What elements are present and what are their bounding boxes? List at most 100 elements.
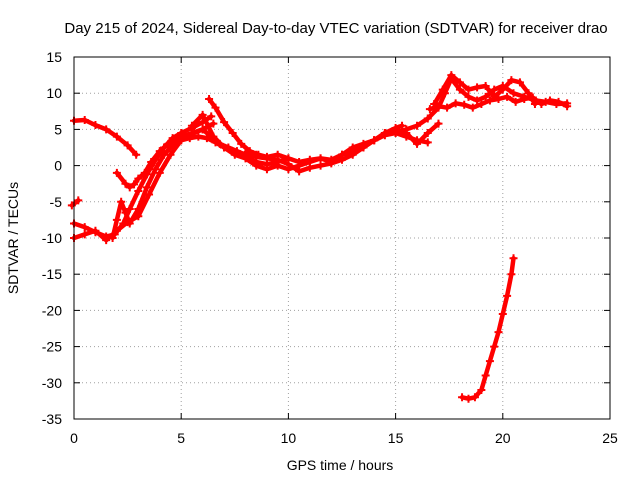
y-tick-label: -30	[42, 375, 62, 391]
data-point	[130, 180, 139, 189]
data-point	[563, 102, 572, 111]
data-point	[434, 102, 443, 111]
data-point	[155, 168, 164, 177]
x-tick-label: 5	[177, 430, 185, 446]
data-point	[123, 141, 132, 150]
y-tick-label: 15	[46, 49, 62, 65]
y-tick-labels: -35 -30 -25 -20 -15 -10 -5 0 5 10 15	[42, 49, 62, 427]
x-tick-label: 25	[602, 430, 618, 446]
data-point	[209, 132, 218, 141]
data-point	[209, 119, 218, 128]
y-tick-label: 10	[46, 85, 62, 101]
data-point	[359, 143, 368, 152]
series-track-i	[243, 123, 405, 174]
data-point	[125, 183, 134, 192]
data-point	[262, 154, 271, 163]
data-point	[485, 357, 494, 366]
y-tick-label: -20	[42, 302, 62, 318]
x-tick-labels: 0 5 10 15 20 25	[70, 430, 618, 446]
data-point	[473, 83, 482, 92]
chart-title: Day 215 of 2024, Sidereal Day-to-day VTE…	[64, 20, 607, 37]
data-point	[423, 138, 432, 147]
y-axis-label: SDTVAR / TECUs	[5, 182, 21, 294]
x-tick-label: 0	[70, 430, 78, 446]
data-point	[528, 93, 537, 102]
data-point	[554, 97, 563, 106]
y-tick-label: -35	[42, 411, 62, 427]
data-point	[134, 174, 143, 183]
data-point	[503, 291, 512, 300]
data-point	[168, 141, 177, 150]
data-point	[91, 121, 100, 130]
data-point	[177, 136, 186, 145]
data-point	[451, 99, 460, 108]
data-point	[537, 100, 546, 109]
data-point	[443, 103, 452, 112]
data-point	[202, 134, 211, 143]
data-point	[151, 165, 160, 174]
data-point	[125, 205, 134, 214]
data-point	[498, 310, 507, 319]
data-point	[273, 155, 282, 164]
data-point	[327, 159, 336, 168]
data-point	[464, 85, 473, 94]
data-point	[284, 160, 293, 169]
data-point	[477, 100, 486, 109]
data-point	[194, 132, 203, 141]
data-point	[80, 230, 89, 239]
data-point	[524, 89, 533, 98]
data-point	[509, 254, 518, 263]
data-point	[252, 150, 261, 159]
data-point	[477, 386, 486, 395]
data-point	[494, 94, 503, 103]
data-point	[423, 114, 432, 123]
data-point	[380, 129, 389, 138]
data-point	[509, 89, 518, 98]
data-point	[481, 92, 490, 101]
data-point	[515, 78, 524, 87]
data-point	[207, 112, 216, 121]
data-point	[108, 234, 117, 242]
data-point	[398, 121, 407, 130]
data-point	[140, 168, 149, 177]
data-point	[198, 110, 207, 119]
data-point	[490, 342, 499, 351]
data-point	[413, 121, 422, 130]
data-point	[121, 208, 130, 217]
y-tick-label: 5	[54, 121, 62, 137]
data-point	[498, 85, 507, 94]
data-point	[220, 143, 229, 152]
data-point	[470, 393, 479, 402]
data-point	[425, 105, 434, 114]
data-point	[447, 71, 456, 80]
data-point	[121, 179, 130, 188]
data-point	[112, 215, 121, 224]
data-point	[102, 125, 111, 134]
data-point	[464, 394, 473, 403]
data-point	[132, 150, 141, 159]
data-point	[455, 85, 464, 94]
data-point	[67, 201, 76, 210]
data-point	[142, 183, 151, 192]
x-tick-label: 20	[495, 430, 511, 446]
data-point	[125, 219, 134, 228]
data-point	[252, 161, 261, 170]
data-point	[187, 121, 196, 130]
data-point	[507, 76, 516, 85]
data-point	[220, 118, 229, 127]
data-point	[507, 270, 516, 279]
series-layer	[67, 71, 572, 403]
data-point	[295, 167, 304, 176]
data-point	[228, 129, 237, 138]
data-point	[80, 223, 89, 232]
data-point	[80, 115, 89, 124]
data-point	[460, 100, 469, 109]
data-point	[160, 150, 169, 159]
y-tick-label: -5	[50, 194, 63, 210]
data-point	[423, 129, 432, 138]
plot-frame	[73, 56, 611, 420]
data-point	[413, 139, 422, 148]
data-point	[455, 78, 464, 87]
data-point	[112, 168, 121, 177]
x-axis-label: GPS time / hours	[287, 457, 394, 473]
